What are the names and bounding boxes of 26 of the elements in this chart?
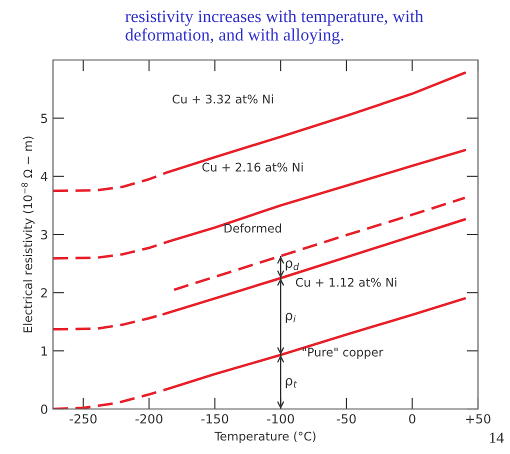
annotation: Cu + 1.12 at% Ni: [296, 278, 396, 287]
y-tick-label: 4: [40, 172, 48, 182]
x-tick-label: -100: [267, 414, 294, 424]
y-tick-label: 3: [41, 230, 48, 240]
y-tick-label: 2: [41, 288, 47, 298]
annotation: ρ$_{i}$: [286, 312, 296, 323]
y-axis-title: Electrical resistivity (10$^{−8}$ Ω − m): [21, 136, 35, 332]
text: 14: [490, 432, 504, 443]
y-tick-label: 0: [41, 404, 48, 414]
x-tick-label: 0: [409, 414, 416, 424]
annotation: ρ$_{d}$: [286, 260, 300, 271]
chart-title: resistivity increases with temperature, with deformation, and with alloying.: [125, 10, 424, 44]
annotation: Cu + 2.16 at% Ni: [202, 162, 303, 172]
x-tick-label: -50: [336, 414, 356, 424]
line-series: [172, 196, 466, 292]
x-tick-label: -200: [135, 414, 162, 424]
annotation: "Pure" copper: [302, 348, 384, 359]
x-tick-label: -150: [201, 414, 228, 424]
annotation: ρ$_{t}$: [286, 378, 298, 388]
annotation: Deformed: [224, 224, 281, 233]
x-tick-label: +50: [466, 414, 490, 424]
annotation: Cu + 3.32 at% Ni: [172, 94, 273, 104]
y-tick-label: 1: [42, 346, 47, 356]
x-tick-label: -250: [70, 414, 97, 424]
y-tick-label: 5: [41, 114, 48, 124]
x-axis-title: Temperature (°C): [214, 432, 316, 443]
